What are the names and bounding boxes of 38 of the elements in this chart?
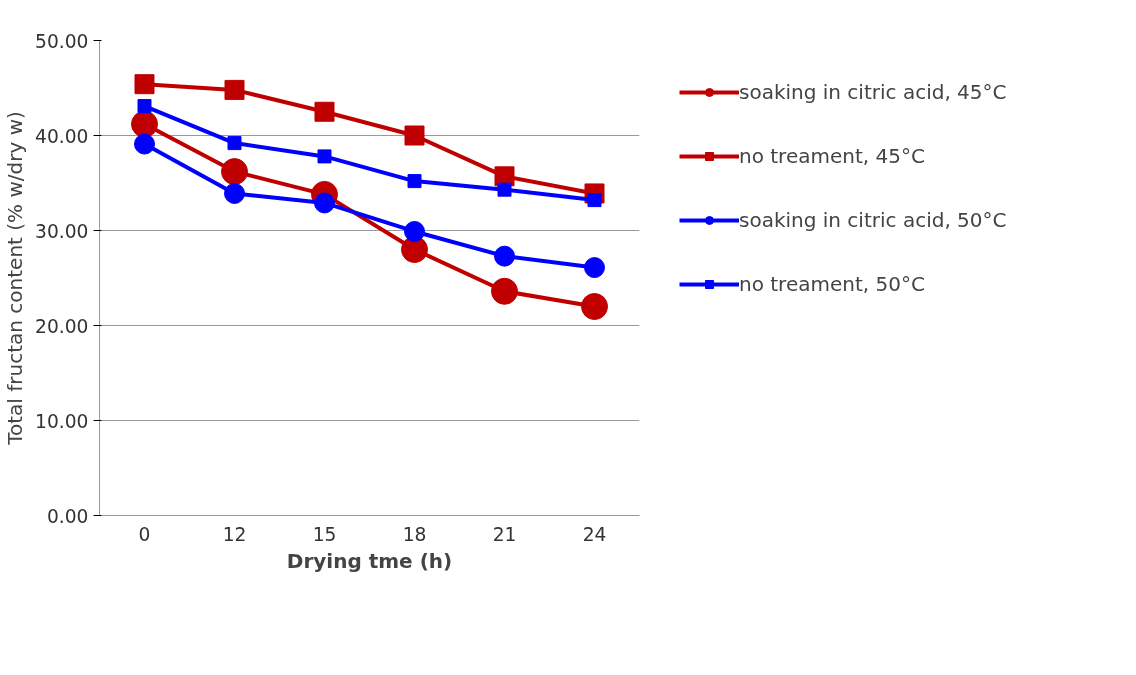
point: [404, 125, 425, 146]
point: [227, 136, 242, 151]
x-tick-label: 15: [312, 523, 337, 545]
point: [401, 236, 428, 263]
point: [494, 245, 515, 267]
point: [581, 293, 608, 320]
x-axis-title: Drying tme (h): [286, 548, 453, 573]
point: [137, 99, 152, 114]
point: [134, 133, 155, 155]
x-tick-label: 0: [138, 523, 151, 545]
legend-label: no treament, 45°C: [739, 144, 925, 168]
y-tick-label: 20.00: [35, 315, 89, 337]
x-tick-label: 24: [582, 523, 607, 545]
y-axis-title: Total fructan content (% w/dry w): [3, 111, 28, 446]
point: [317, 149, 332, 164]
point: [497, 182, 512, 197]
point: [134, 74, 155, 95]
point: [224, 182, 245, 204]
legend-label: no treament, 50°C: [739, 272, 925, 296]
legend-label: soaking in citric acid, 50°C: [739, 208, 1007, 232]
y-tick-label: 30.00: [35, 220, 89, 242]
x-tick-label: 18: [402, 523, 427, 545]
point: [221, 158, 248, 186]
y-tick-label: 0.00: [46, 505, 89, 527]
legend-label: soaking in citric acid, 45°C: [739, 80, 1007, 104]
point: [314, 101, 335, 122]
point: [314, 192, 335, 214]
point: [491, 277, 518, 305]
y-tick-label: 10.00: [35, 410, 89, 432]
x-tick-label: 21: [492, 523, 517, 545]
x-tick-label: 12: [222, 523, 247, 545]
y-tick-label: 40.00: [35, 125, 89, 147]
point: [404, 220, 425, 242]
y-tick-label: 50.00: [35, 30, 89, 52]
point: [224, 79, 245, 100]
point: [131, 110, 158, 138]
point: [584, 257, 605, 279]
point: [407, 174, 422, 189]
